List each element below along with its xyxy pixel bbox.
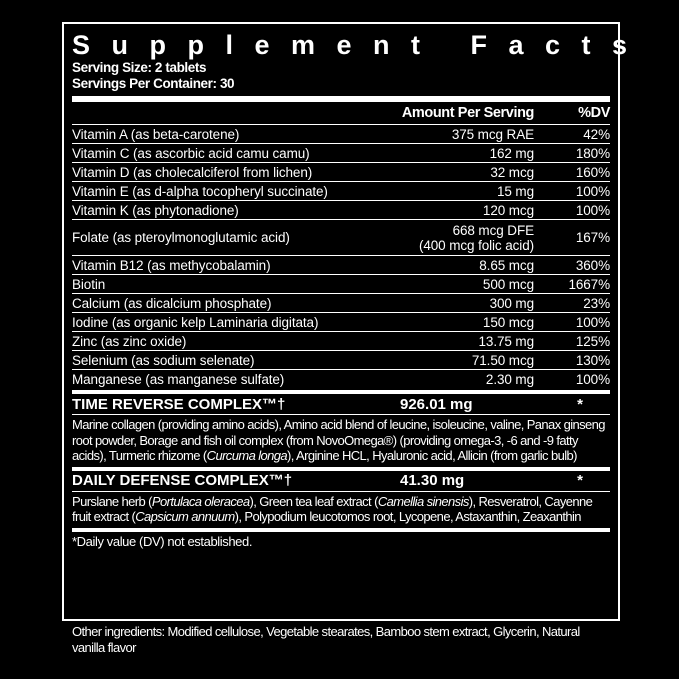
nutrient-dv: 100% bbox=[575, 371, 610, 387]
nutrient-row: Manganese (as manganese sulfate) 2.30 mg 1… bbox=[72, 369, 610, 388]
amount-line: 8.65 mcg bbox=[479, 257, 534, 273]
nutrient-name: Manganese (as manganese sulfate) bbox=[72, 371, 285, 387]
nutrient-amount: 300 mg bbox=[374, 295, 535, 311]
amount-line: 150 mcg bbox=[482, 314, 534, 330]
nutrient-dv: 100% bbox=[575, 183, 610, 199]
footnote: *Daily value (DV) not established. bbox=[72, 527, 610, 552]
nutrient-name: Vitamin K (as phytonadione) bbox=[72, 202, 239, 218]
thick-divider bbox=[72, 466, 610, 471]
complex-amount: 41.30 mg bbox=[400, 472, 465, 489]
amount-line: 13.75 mg bbox=[478, 333, 535, 349]
nutrient-amount: 375 mcg RAE bbox=[374, 127, 534, 142]
nutrient-row: Vitamin A (as beta-carotene) 375 mcg RAE 4… bbox=[72, 124, 610, 143]
nutrient-row: Zinc (as zinc oxide) 13.75 mg 125% bbox=[72, 331, 610, 350]
nutrient-amount: 32 mcg bbox=[374, 165, 534, 180]
nutrient-dv: 180% bbox=[575, 145, 610, 161]
amount-line: 300 mg bbox=[489, 295, 535, 311]
nutrient-amount: 71.50 mcg bbox=[374, 353, 534, 368]
nutrient-name: Vitamin C (as ascorbic acid camu camu) bbox=[72, 145, 310, 161]
nutrient-dv: 167% bbox=[575, 230, 610, 245]
nutrient-dv: 42% bbox=[583, 126, 610, 142]
nutrient-row: Iodine (as organic kelp Laminaria digita… bbox=[72, 312, 610, 331]
complex-row: TIME REVERSE COMPLEX™† 926.01 mg * bbox=[72, 394, 610, 414]
servings-per-container: Servings Per Container: 30 bbox=[72, 76, 235, 91]
nutrient-row: Vitamin C (as ascorbic acid camu camu) 16… bbox=[72, 143, 610, 162]
nutrient-amount: 150 mcg bbox=[374, 315, 534, 330]
nutrient-amount: 162 mg bbox=[374, 145, 535, 161]
nutrient-dv: 130% bbox=[575, 352, 610, 368]
nutrient-dv: 23% bbox=[583, 295, 610, 311]
other-ingredients: Other ingredients: Modified cellulose, V… bbox=[72, 624, 580, 655]
nutrient-dv: 100% bbox=[575, 314, 610, 330]
complex-name: TIME REVERSE COMPLEX™† bbox=[72, 395, 286, 413]
complex-ingredients: Purslane herb (Portulaca oleracea), Gree… bbox=[72, 490, 610, 528]
nutrient-name: Iodine (as organic kelp Laminaria digita… bbox=[72, 314, 319, 330]
nutrient-row: Folate (as pteroylmonoglutamic acid) 668 … bbox=[72, 219, 610, 255]
dv-header: %DV bbox=[578, 105, 610, 121]
amount-line: 71.50 mcg bbox=[471, 352, 534, 368]
nutrient-amount: 15 mg bbox=[374, 184, 534, 199]
amount-line: 162 mg bbox=[489, 145, 535, 161]
nutrient-row: Vitamin D (as cholecalciferol from liche… bbox=[72, 162, 610, 181]
nutrient-name: Biotin bbox=[72, 276, 106, 292]
amount-line: 32 mcg bbox=[490, 164, 534, 180]
nutrient-name: Vitamin E (as d-alpha tocopheryl succina… bbox=[72, 183, 328, 199]
complex-dv: * bbox=[577, 395, 583, 413]
nutrient-amount: 2.30 mg bbox=[374, 372, 534, 387]
nutrient-amount: 668 mcg DFE (400 mcg folic acid) bbox=[374, 223, 534, 253]
nutrient-dv: 1667% bbox=[568, 276, 610, 292]
nutrient-row: Biotin 500 mcg 1667% bbox=[72, 274, 610, 293]
serving-size: Serving Size: 2 tablets bbox=[72, 60, 207, 75]
complex-row: DAILY DEFENSE COMPLEX™† 41.30 mg * bbox=[72, 471, 610, 491]
nutrient-name: Vitamin D (as cholecalciferol from liche… bbox=[72, 164, 313, 180]
nutrient-dv: 360% bbox=[575, 257, 610, 273]
amount-line: 120 mcg bbox=[482, 202, 534, 218]
amount-line: 375 mcg RAE bbox=[451, 126, 534, 142]
complex-amount: 926.01 mg bbox=[400, 395, 473, 413]
nutrient-amount: 13.75 mg bbox=[374, 333, 535, 349]
thick-divider bbox=[72, 390, 610, 394]
nutrient-row: Calcium (as dicalcium phosphate) 300 mg 23… bbox=[72, 293, 610, 312]
nutrient-name: Folate (as pteroylmonoglutamic acid) bbox=[72, 230, 290, 245]
nutrient-row: Vitamin K (as phytonadione) 120 mcg 100% bbox=[72, 200, 610, 219]
nutrient-amount: 120 mcg bbox=[374, 203, 534, 218]
nutrient-name: Selenium (as sodium selenate) bbox=[72, 352, 255, 368]
column-header: Amount Per Serving %DV bbox=[72, 102, 611, 124]
nutrient-name: Vitamin B12 (as methycobalamin) bbox=[72, 257, 271, 273]
nutrient-name: Calcium (as dicalcium phosphate) bbox=[72, 295, 272, 311]
nutrient-amount: 8.65 mcg bbox=[374, 258, 534, 273]
complex-ingredients: Marine collagen (providing amino acids),… bbox=[72, 414, 610, 467]
nutrient-name: Zinc (as zinc oxide) bbox=[72, 333, 187, 349]
amount-line: 15 mg bbox=[496, 183, 534, 199]
nutrient-dv: 125% bbox=[575, 333, 610, 349]
amount-line: 668 mcg DFE bbox=[452, 222, 535, 238]
nutrient-dv: 100% bbox=[575, 202, 610, 218]
nutrient-name: Vitamin A (as beta-carotene) bbox=[72, 126, 240, 142]
amount-header: Amount Per Serving bbox=[401, 104, 535, 121]
thick-divider bbox=[72, 96, 610, 102]
nutrient-row: Selenium (as sodium selenate) 71.50 mcg 13… bbox=[72, 350, 610, 369]
panel-title: Supplement Facts bbox=[72, 30, 649, 60]
supplement-facts-panel: Supplement Facts Serving Size: 2 tablets… bbox=[62, 22, 649, 621]
amount-line: (400 mcg folic acid) bbox=[418, 237, 534, 253]
amount-line: 500 mcg bbox=[482, 276, 534, 292]
nutrient-dv: 160% bbox=[575, 164, 610, 180]
nutrient-row: Vitamin B12 (as methycobalamin) 8.65 mcg 3… bbox=[72, 255, 610, 274]
nutrient-amount: 500 mcg bbox=[374, 277, 534, 292]
amount-line: 2.30 mg bbox=[485, 371, 534, 387]
nutrient-row: Vitamin E (as d-alpha tocopheryl succina… bbox=[72, 181, 610, 200]
complex-dv: * bbox=[577, 472, 583, 489]
complex-name: DAILY DEFENSE COMPLEX™† bbox=[72, 472, 293, 489]
